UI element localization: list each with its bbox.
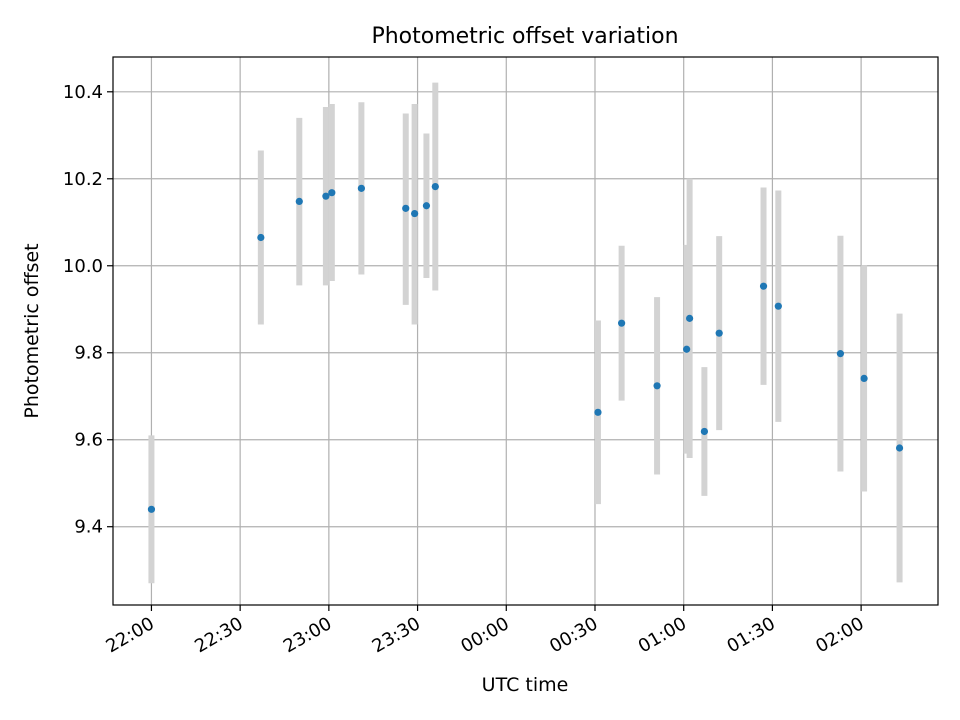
y-tick-label: 10.4	[63, 82, 103, 103]
x-tick-label: 00:00	[457, 613, 512, 657]
data-point	[774, 302, 782, 310]
data-point	[411, 209, 419, 218]
data-point	[322, 192, 330, 200]
x-tick-label: 00:30	[546, 613, 601, 657]
y-axis-label: Photometric offset	[21, 243, 43, 418]
data-point	[759, 282, 768, 290]
data-point	[700, 427, 708, 436]
x-axis-ticks: 22:00 22:30 23:00 23:30 00:00 00:30 01:00 01:30…	[103, 605, 868, 657]
y-tick-label: 10.2	[63, 169, 103, 190]
data-point	[836, 350, 845, 358]
data-point	[357, 184, 365, 192]
x-tick-label: 23:00	[280, 613, 335, 657]
x-tick-label: 01:00	[635, 613, 690, 657]
data-point	[686, 314, 694, 322]
x-tick-label: 02:00	[812, 613, 867, 657]
data-point	[618, 319, 626, 327]
data-point	[422, 202, 431, 210]
chart-title: Photometric offset variation	[371, 24, 678, 49]
data-point	[715, 329, 723, 337]
x-tick-label: 23:30	[369, 613, 424, 657]
data-point	[594, 408, 602, 416]
y-axis-ticks: 9.4 9.6 9.8 10.0 10.2 10.4	[63, 82, 113, 538]
data-point	[402, 204, 410, 212]
plot-frame	[112, 56, 939, 606]
y-tick-label: 9.8	[74, 343, 103, 364]
grid-lines	[113, 57, 938, 605]
data-point	[683, 345, 691, 353]
data-point	[895, 444, 904, 452]
y-tick-label: 10.0	[63, 256, 103, 277]
data-point	[257, 233, 265, 242]
error-bars	[148, 82, 903, 584]
data-point	[653, 382, 661, 390]
x-tick-label: 22:00	[103, 613, 158, 657]
data-point	[431, 183, 439, 191]
data-point	[147, 505, 156, 513]
data-point	[328, 189, 336, 197]
y-tick-label: 9.4	[74, 517, 103, 538]
x-axis-label: UTC time	[482, 674, 569, 696]
x-tick-label: 01:30	[723, 613, 778, 657]
data-point	[295, 197, 303, 205]
data-points	[147, 183, 904, 513]
data-point	[860, 374, 868, 383]
y-tick-label: 9.6	[74, 430, 103, 451]
x-tick-label: 22:30	[191, 613, 246, 657]
